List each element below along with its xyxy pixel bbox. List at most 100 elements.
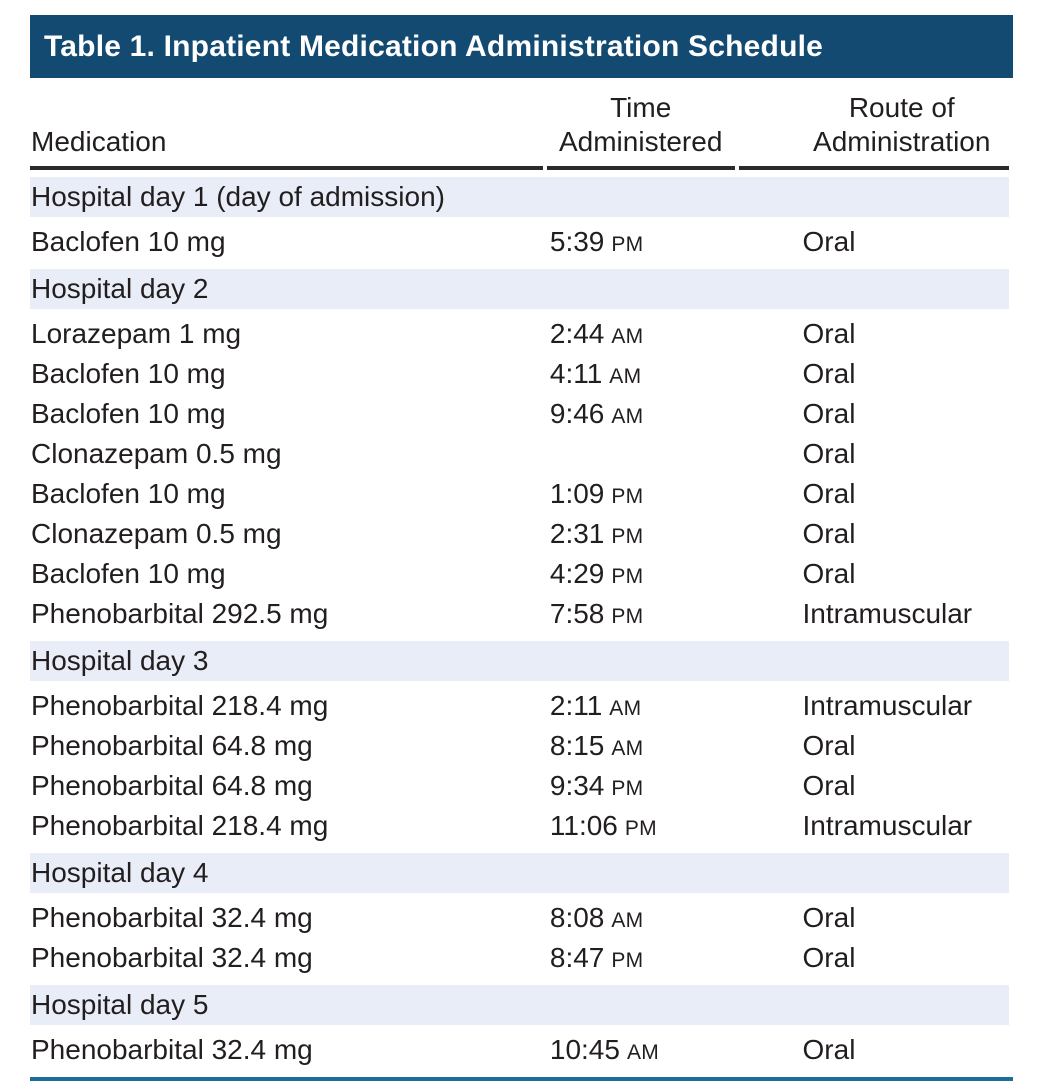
medication-cell: Baclofen 10 mg <box>31 558 226 589</box>
route-cell: Oral <box>802 1034 856 1065</box>
column-header-medication-label: Medication <box>31 126 167 157</box>
medication-cell: Lorazepam 1 mg <box>31 318 242 349</box>
medication-row: Baclofen 10 mg 1:09 PM Oral <box>30 474 1009 514</box>
column-header-time-line1: Time <box>610 92 672 123</box>
route-cell: Oral <box>802 226 856 257</box>
medication-cell: Clonazepam 0.5 mg <box>31 438 282 469</box>
route-cell: Oral <box>802 358 856 389</box>
medication-row: Phenobarbital 218.4 mg 2:11 AM Intramuscula… <box>30 686 1009 726</box>
section-header-row: Hospital day 2 <box>30 262 1009 314</box>
medication-cell: Baclofen 10 mg <box>31 358 226 389</box>
section-label: Hospital day 2 <box>30 262 1009 314</box>
medication-row: Clonazepam 0.5 mg 2:31 PM Oral <box>30 514 1009 554</box>
meridiem-label: AM <box>609 697 642 720</box>
time-cell: 1:09 PM <box>547 474 735 514</box>
meridiem-label: AM <box>611 737 644 760</box>
column-header-time: Time Administered <box>546 91 735 170</box>
medication-cell: Phenobarbital 218.4 mg <box>31 690 329 721</box>
route-cell: Oral <box>802 730 856 761</box>
time-value: 8:47 <box>549 942 605 973</box>
section-header-row: Hospital day 4 <box>30 846 1009 898</box>
time-value: 10:45 <box>549 1034 620 1065</box>
time-value: 8:08 <box>549 902 605 933</box>
section-label: Hospital day 3 <box>30 634 1009 686</box>
time-cell: 8:15 AM <box>547 726 735 766</box>
meridiem-label: PM <box>611 605 644 628</box>
section-header-row: Hospital day 5 <box>30 978 1009 1030</box>
time-cell: 4:29 PM <box>547 554 735 594</box>
medication-row: Phenobarbital 292.5 mg 7:58 PM Intramuscula… <box>30 594 1009 634</box>
time-cell: 2:11 AM <box>547 686 735 726</box>
section-header-row: Hospital day 1 (day of admission) <box>30 170 1009 222</box>
column-header-route-line2: Administration <box>813 126 991 157</box>
time-cell <box>547 434 735 474</box>
route-cell: Oral <box>802 558 856 589</box>
time-cell: 9:46 AM <box>547 394 735 434</box>
time-cell: 2:44 AM <box>547 314 735 354</box>
time-value: 11:06 <box>549 810 618 841</box>
meridiem-label: PM <box>611 777 644 800</box>
route-cell: Oral <box>802 438 856 469</box>
time-cell: 4:11 AM <box>547 354 735 394</box>
medication-cell: Phenobarbital 32.4 mg <box>31 902 313 933</box>
medication-row: Baclofen 10 mg 5:39 PM Oral <box>30 222 1009 262</box>
table-header: Medication Time Administered Route of Ad… <box>30 91 1009 170</box>
medication-row: Phenobarbital 32.4 mg 8:08 AM Oral <box>30 898 1009 938</box>
medication-cell: Phenobarbital 32.4 mg <box>31 942 313 973</box>
route-cell: Oral <box>802 478 856 509</box>
time-value: 8:15 <box>549 730 605 761</box>
medication-cell: Clonazepam 0.5 mg <box>31 518 282 549</box>
route-cell: Oral <box>802 318 856 349</box>
table-body: Hospital day 1 (day of admission) Baclofe… <box>30 170 1009 1070</box>
meridiem-label: AM <box>611 909 644 932</box>
time-value: 7:58 <box>549 598 605 629</box>
medication-cell: Phenobarbital 292.5 mg <box>31 598 329 629</box>
time-cell: 5:39 PM <box>547 222 735 262</box>
table-title-bar: Table 1. Inpatient Medication Administra… <box>30 15 1013 78</box>
medication-cell: Phenobarbital 64.8 mg <box>31 770 313 801</box>
meridiem-label: PM <box>611 525 644 548</box>
section-label: Hospital day 5 <box>30 978 1009 1030</box>
route-cell: Intramuscular <box>802 690 973 721</box>
time-cell: 2:31 PM <box>547 514 735 554</box>
time-cell: 10:45 AM <box>547 1030 735 1070</box>
meridiem-label: PM <box>611 949 644 972</box>
medication-cell: Baclofen 10 mg <box>31 398 226 429</box>
column-header-route: Route of Administration <box>738 91 1009 170</box>
meridiem-label: AM <box>626 1041 660 1064</box>
time-value: 9:34 <box>549 770 605 801</box>
route-cell: Intramuscular <box>802 810 973 841</box>
section-header-row: Hospital day 3 <box>30 634 1009 686</box>
route-cell: Intramuscular <box>802 598 973 629</box>
table-title: Table 1. Inpatient Medication Administra… <box>44 29 824 63</box>
column-header-medication: Medication <box>30 91 543 170</box>
meridiem-label: AM <box>609 365 642 388</box>
time-cell: 11:06 PM <box>547 806 735 846</box>
time-value: 9:46 <box>549 398 605 429</box>
route-cell: Oral <box>802 942 856 973</box>
time-value: 5:39 <box>549 226 605 257</box>
medication-cell: Phenobarbital 32.4 mg <box>31 1034 313 1065</box>
time-value: 4:11 <box>549 358 603 389</box>
time-value: 4:29 <box>549 558 605 589</box>
medication-row: Baclofen 10 mg 4:11 AM Oral <box>30 354 1009 394</box>
medication-cell: Phenobarbital 218.4 mg <box>31 810 329 841</box>
medication-row: Phenobarbital 32.4 mg 10:45 AM Oral <box>30 1030 1009 1070</box>
medication-row: Phenobarbital 64.8 mg 8:15 AM Oral <box>30 726 1009 766</box>
route-cell: Oral <box>802 398 856 429</box>
meridiem-label: AM <box>611 325 644 348</box>
time-value: 2:44 <box>549 318 605 349</box>
route-cell: Oral <box>802 770 856 801</box>
time-cell: 7:58 PM <box>547 594 735 634</box>
medication-row: Baclofen 10 mg 4:29 PM Oral <box>30 554 1009 594</box>
medication-row: Phenobarbital 218.4 mg 11:06 PM Intramuscul… <box>30 806 1009 846</box>
column-header-route-line1: Route of <box>848 92 955 123</box>
medication-row: Lorazepam 1 mg 2:44 AM Oral <box>30 314 1009 354</box>
medication-row: Phenobarbital 64.8 mg 9:34 PM Oral <box>30 766 1009 806</box>
time-cell: 9:34 PM <box>547 766 735 806</box>
table-bottom-rule <box>30 1077 1013 1081</box>
time-value: 2:11 <box>549 690 603 721</box>
time-cell: 8:08 AM <box>547 898 735 938</box>
section-label: Hospital day 1 (day of admission) <box>30 170 1009 222</box>
